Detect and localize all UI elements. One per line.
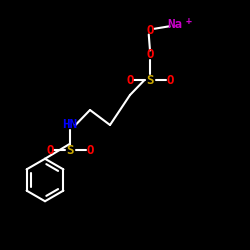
Text: S: S	[66, 144, 74, 156]
Text: O: O	[126, 74, 134, 86]
Text: HN: HN	[62, 118, 78, 132]
Text: O: O	[46, 144, 54, 156]
Text: S: S	[146, 74, 154, 86]
Text: O: O	[146, 48, 154, 62]
Text: O: O	[86, 144, 94, 156]
Text: Na: Na	[168, 18, 182, 32]
Text: O: O	[146, 24, 154, 36]
Text: O: O	[166, 74, 174, 86]
Text: +: +	[186, 16, 192, 26]
